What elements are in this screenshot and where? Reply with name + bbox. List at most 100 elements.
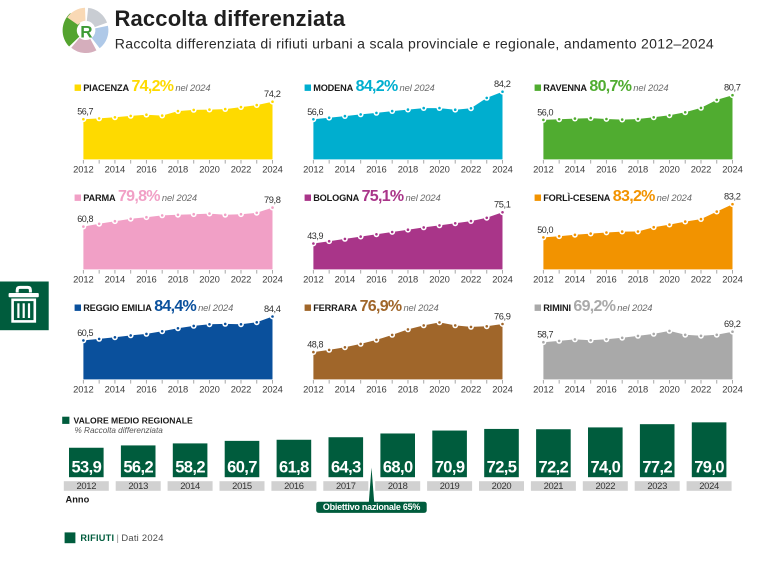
- svg-text:2024: 2024: [492, 274, 512, 285]
- svg-text:2012: 2012: [533, 384, 553, 395]
- svg-text:2014: 2014: [565, 164, 585, 175]
- svg-text:2020: 2020: [492, 480, 512, 491]
- svg-text:2016: 2016: [366, 164, 386, 175]
- svg-text:68,0: 68,0: [383, 459, 413, 477]
- svg-text:75,1: 75,1: [494, 200, 511, 210]
- svg-text:2020: 2020: [429, 164, 449, 175]
- svg-text:2012: 2012: [73, 384, 93, 395]
- svg-text:56,7: 56,7: [77, 107, 93, 117]
- svg-text:74,0: 74,0: [590, 459, 620, 477]
- svg-text:RIFIUTI|Dati 2024: RIFIUTI | Dati 2024: [80, 532, 163, 543]
- svg-text:2014: 2014: [335, 274, 355, 285]
- svg-text:2019: 2019: [440, 480, 460, 491]
- svg-text:84,4: 84,4: [264, 304, 281, 314]
- svg-text:2016: 2016: [596, 384, 616, 395]
- svg-text:74,2: 74,2: [264, 89, 281, 99]
- svg-text:60,8: 60,8: [77, 214, 93, 224]
- svg-text:2017: 2017: [336, 480, 356, 491]
- svg-text:2022: 2022: [595, 480, 615, 491]
- svg-text:2013: 2013: [128, 480, 148, 491]
- svg-text:60,7: 60,7: [227, 459, 257, 477]
- svg-text:2024: 2024: [699, 480, 719, 491]
- svg-text:79,8: 79,8: [264, 195, 281, 205]
- svg-text:2022: 2022: [691, 164, 711, 175]
- svg-text:2016: 2016: [136, 384, 156, 395]
- svg-text:60,5: 60,5: [77, 328, 93, 338]
- svg-text:2018: 2018: [628, 384, 648, 395]
- svg-text:58,7: 58,7: [537, 330, 553, 340]
- svg-text:2014: 2014: [180, 480, 200, 491]
- svg-text:2018: 2018: [168, 164, 188, 175]
- svg-text:2016: 2016: [366, 274, 386, 285]
- svg-text:2016: 2016: [596, 164, 616, 175]
- svg-text:2018: 2018: [628, 274, 648, 285]
- svg-text:84,2: 84,2: [494, 79, 511, 89]
- svg-text:2024: 2024: [262, 274, 282, 285]
- svg-text:2022: 2022: [231, 164, 251, 175]
- svg-text:2014: 2014: [105, 274, 125, 285]
- svg-text:2024: 2024: [262, 384, 282, 395]
- svg-text:48,8: 48,8: [307, 340, 323, 350]
- svg-text:2012: 2012: [76, 480, 96, 491]
- svg-text:56,6: 56,6: [307, 107, 323, 117]
- svg-text:VALORE MEDIO REGIONALE: VALORE MEDIO REGIONALE: [74, 416, 193, 426]
- svg-text:2020: 2020: [199, 164, 219, 175]
- svg-text:2022: 2022: [461, 274, 481, 285]
- svg-text:2014: 2014: [335, 384, 355, 395]
- svg-text:2016: 2016: [284, 480, 304, 491]
- svg-text:2021: 2021: [544, 480, 564, 491]
- svg-text:2012: 2012: [303, 164, 323, 175]
- svg-text:2014: 2014: [105, 164, 125, 175]
- svg-text:2022: 2022: [461, 164, 481, 175]
- svg-text:2018: 2018: [398, 274, 418, 285]
- svg-text:2014: 2014: [565, 274, 585, 285]
- svg-text:2018: 2018: [168, 274, 188, 285]
- svg-text:R: R: [80, 23, 92, 42]
- svg-text:2018: 2018: [168, 384, 188, 395]
- svg-text:77,2: 77,2: [642, 459, 672, 477]
- svg-text:70,9: 70,9: [435, 459, 465, 477]
- svg-text:43,9: 43,9: [307, 231, 323, 241]
- svg-text:72,5: 72,5: [487, 459, 517, 477]
- svg-text:2024: 2024: [722, 274, 742, 285]
- svg-text:83,2: 83,2: [724, 192, 741, 202]
- svg-text:2014: 2014: [105, 384, 125, 395]
- svg-text:% Raccolta differenziata: % Raccolta differenziata: [75, 426, 164, 435]
- svg-text:2012: 2012: [303, 384, 323, 395]
- svg-text:2024: 2024: [492, 384, 512, 395]
- svg-text:2022: 2022: [691, 274, 711, 285]
- svg-text:2022: 2022: [231, 274, 251, 285]
- svg-text:2024: 2024: [722, 384, 742, 395]
- svg-text:2020: 2020: [659, 164, 679, 175]
- svg-text:2020: 2020: [199, 274, 219, 285]
- svg-text:2012: 2012: [73, 274, 93, 285]
- svg-text:2020: 2020: [429, 384, 449, 395]
- svg-text:2020: 2020: [199, 384, 219, 395]
- svg-text:2018: 2018: [398, 384, 418, 395]
- svg-text:2014: 2014: [335, 164, 355, 175]
- svg-text:2016: 2016: [136, 164, 156, 175]
- svg-text:2024: 2024: [492, 164, 512, 175]
- svg-text:2012: 2012: [303, 274, 323, 285]
- svg-text:2018: 2018: [388, 480, 408, 491]
- svg-text:2016: 2016: [136, 274, 156, 285]
- svg-text:2012: 2012: [533, 274, 553, 285]
- svg-text:2020: 2020: [659, 384, 679, 395]
- svg-text:2015: 2015: [232, 480, 252, 491]
- svg-text:2016: 2016: [366, 384, 386, 395]
- svg-text:72,2: 72,2: [539, 459, 569, 477]
- svg-text:Obiettivo nazionale 65%: Obiettivo nazionale 65%: [323, 502, 421, 512]
- svg-text:2022: 2022: [691, 384, 711, 395]
- svg-text:2020: 2020: [659, 274, 679, 285]
- svg-text:2022: 2022: [461, 384, 481, 395]
- svg-text:76,9: 76,9: [494, 311, 511, 321]
- svg-text:69,2: 69,2: [724, 319, 741, 329]
- svg-text:56,0: 56,0: [537, 107, 553, 117]
